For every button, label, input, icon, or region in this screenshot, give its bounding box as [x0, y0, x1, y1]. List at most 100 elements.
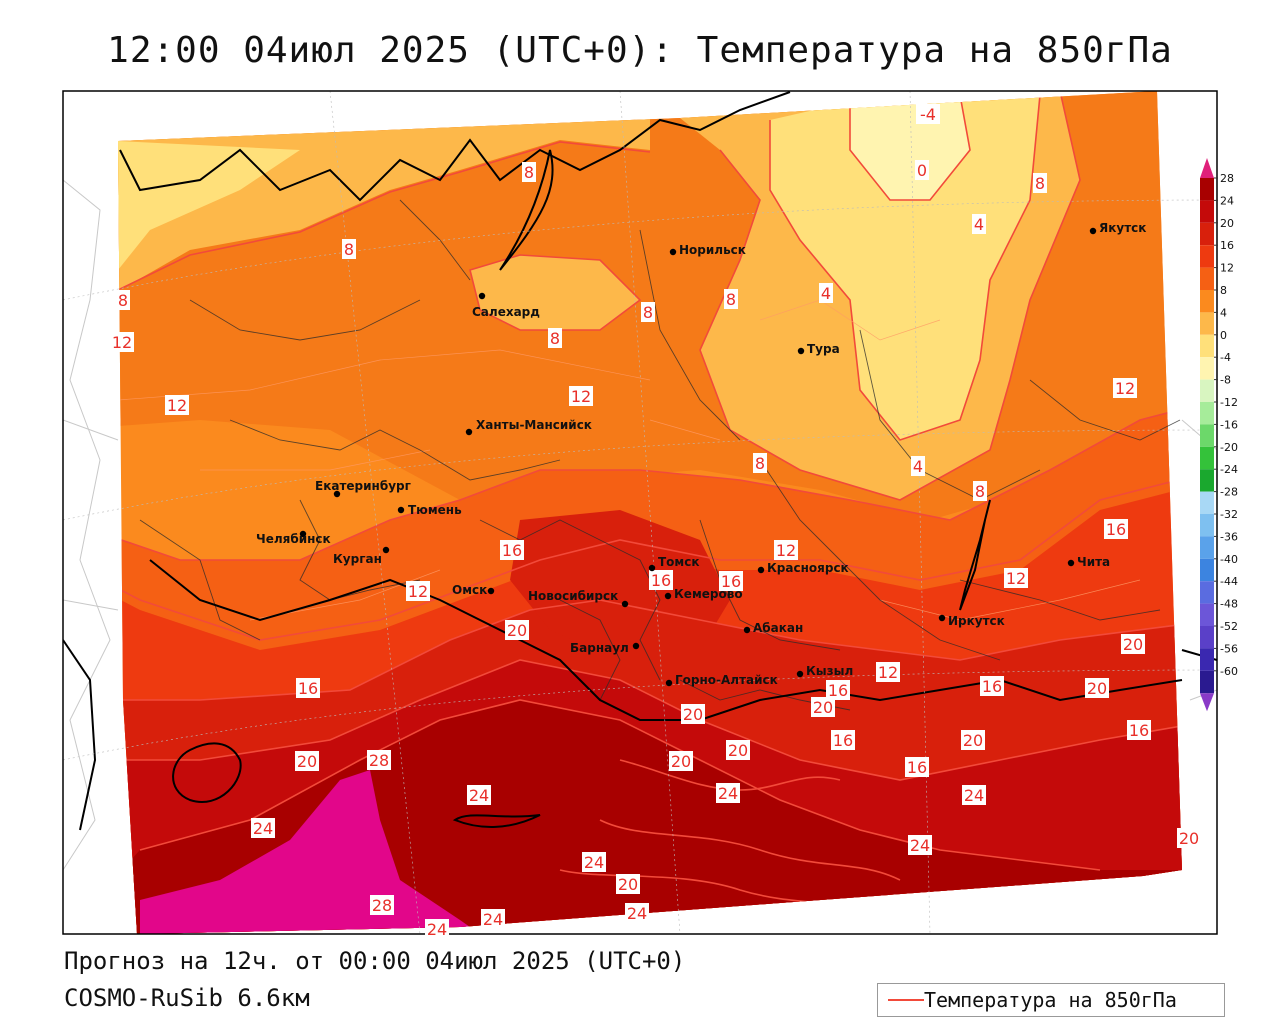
isotherm-label: 20 [618, 875, 638, 894]
isotherm-label: 28 [372, 896, 392, 915]
isotherm-label: 28 [369, 751, 389, 770]
temperature-field [118, 91, 1182, 934]
colorbar-tick-label: -40 [1220, 553, 1238, 566]
isotherm-label: 16 [298, 679, 318, 698]
isotherm-label: 16 [502, 541, 522, 560]
city-label: Иркутск [948, 614, 1005, 628]
isotherm-label-box [908, 835, 932, 855]
isotherm-label: 20 [297, 752, 317, 771]
isotherm-label-box [1121, 634, 1145, 654]
isotherm-label: 24 [964, 786, 984, 805]
isotherm-label-box [1004, 568, 1028, 588]
isotherm-label: 16 [828, 681, 848, 700]
city-label: Кемерово [674, 587, 743, 601]
isotherm-label-box [962, 785, 986, 805]
isotherm-label: 16 [982, 677, 1002, 696]
isotherm-label: 8 [1035, 174, 1045, 193]
isotherm-label: 20 [728, 741, 748, 760]
colorbar: 28 24 20 16 12 8 4 0 -4 -8 -12 -16 -20 -24 -28 -32 -36 -4… [1200, 158, 1238, 712]
city-dot [757, 566, 765, 574]
city-markers: Норильск Якутск Салехард Тура Ханты-Мансийск… [256, 221, 1146, 687]
city-dot [665, 679, 673, 687]
city-dot [487, 587, 495, 595]
colorbar-tick-label: -20 [1220, 441, 1238, 454]
city-label: Красноярск [767, 561, 849, 575]
isotherm-label-box [370, 895, 394, 915]
isotherm-label-box [716, 783, 740, 803]
isotherm-label-box [876, 662, 900, 682]
model-caption: COSMO-RuSib 6.6км [64, 984, 310, 1012]
isotherm-label-box [1127, 720, 1151, 740]
city-dot [397, 506, 405, 514]
city-label: Салехард [472, 305, 540, 319]
colorbar-tick-label: -16 [1220, 418, 1238, 431]
city-label: Якутск [1099, 221, 1146, 235]
city-label: Новосибирск [528, 589, 618, 603]
city-dot [1089, 227, 1097, 235]
isotherm-label: 8 [726, 290, 736, 309]
colorbar-swatch [1200, 626, 1214, 649]
map-frame [62, 90, 1218, 935]
city-dot [1067, 559, 1075, 567]
isotherm-label-box [1113, 378, 1137, 398]
colorbar-tick-label: 4 [1220, 306, 1227, 319]
city-dot [648, 564, 656, 572]
isotherm-label: 12 [167, 396, 187, 415]
city-dot [632, 642, 640, 650]
city-label: Барнаул [570, 641, 629, 655]
isotherm-label-box [980, 676, 1004, 696]
isotherm-label-box [406, 581, 430, 601]
colorbar-swatch [1200, 402, 1214, 425]
colorbar-tick-label: 8 [1220, 284, 1227, 297]
colorbar-swatch [1200, 178, 1214, 201]
isotherm-label: 24 [469, 786, 489, 805]
legend: Температура на 850гПа [877, 983, 1225, 1017]
isotherm-label-box [251, 818, 275, 838]
colorbar-tick-label: -12 [1220, 396, 1238, 409]
colorbar-swatch [1200, 536, 1214, 559]
isotherm-label-box [1104, 519, 1128, 539]
colorbar-tick-label: 24 [1220, 194, 1234, 207]
isotherm-label-box [649, 570, 673, 590]
isotherm-label-box [616, 874, 640, 894]
isotherm-labels: -4 0 8 4 8 8 8 12 8 8 4 8 12 12 12 8 4 8 16 16 12 16 16 12 12 20 2… [110, 104, 1201, 939]
colorbar-swatch [1200, 491, 1214, 514]
isotherm-label-box [831, 730, 855, 750]
isotherm-label-box [641, 302, 655, 322]
city-dot [333, 490, 341, 498]
colorbar-swatch [1200, 267, 1214, 290]
isotherm-label-box [811, 697, 835, 717]
city-label: Омск [452, 583, 487, 597]
colorbar-tick-label: 28 [1220, 172, 1234, 185]
isotherm-label: 24 [584, 853, 604, 872]
colorbar-swatch [1200, 424, 1214, 447]
isotherm-label: 4 [974, 215, 984, 234]
colorbar-swatch [1200, 469, 1214, 492]
isotherm-label-box [481, 909, 505, 929]
city-dot [938, 614, 946, 622]
colorbar-tick-label: 20 [1220, 217, 1234, 230]
city-dot [478, 292, 486, 300]
city-dot [299, 530, 307, 538]
isotherm-label-box [973, 481, 987, 501]
isotherm-label: 20 [507, 621, 527, 640]
isotherm-label-box [916, 104, 940, 124]
isotherm-label: 20 [1087, 679, 1107, 698]
isotherm-label: 16 [907, 758, 927, 777]
isotherm-label-box [1177, 828, 1201, 848]
colorbar-bottom-arrow [1200, 693, 1214, 712]
colorbar-swatch [1200, 290, 1214, 313]
isotherm-label: 12 [776, 541, 796, 560]
isotherm-label: 16 [651, 571, 671, 590]
colorbar-tick-label: -36 [1220, 530, 1238, 543]
city-dot [669, 248, 677, 256]
colorbar-tick-label: 12 [1220, 262, 1234, 275]
colorbar-swatch [1200, 312, 1214, 335]
isotherm-label-box [342, 239, 356, 259]
city-label: Кызыл [806, 664, 853, 678]
city-label: Тюмень [408, 503, 462, 517]
colorbar-swatch [1200, 670, 1214, 694]
colorbar-tick-label: -24 [1220, 463, 1238, 476]
isotherm-label: 12 [1006, 569, 1026, 588]
